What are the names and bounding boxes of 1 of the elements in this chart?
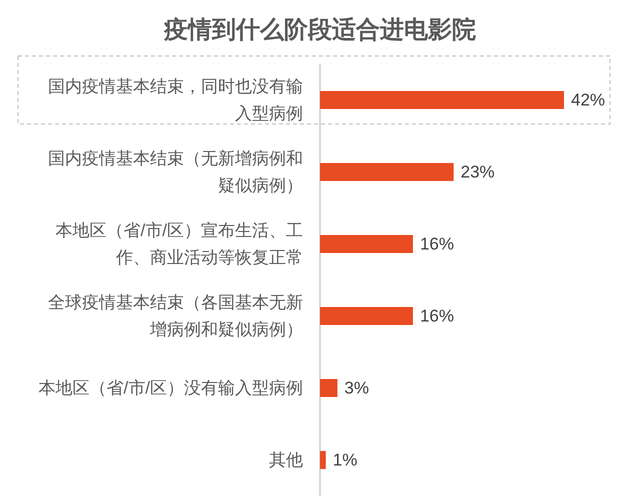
title: 疫情到什么阶段适合进电影院 (164, 16, 476, 44)
